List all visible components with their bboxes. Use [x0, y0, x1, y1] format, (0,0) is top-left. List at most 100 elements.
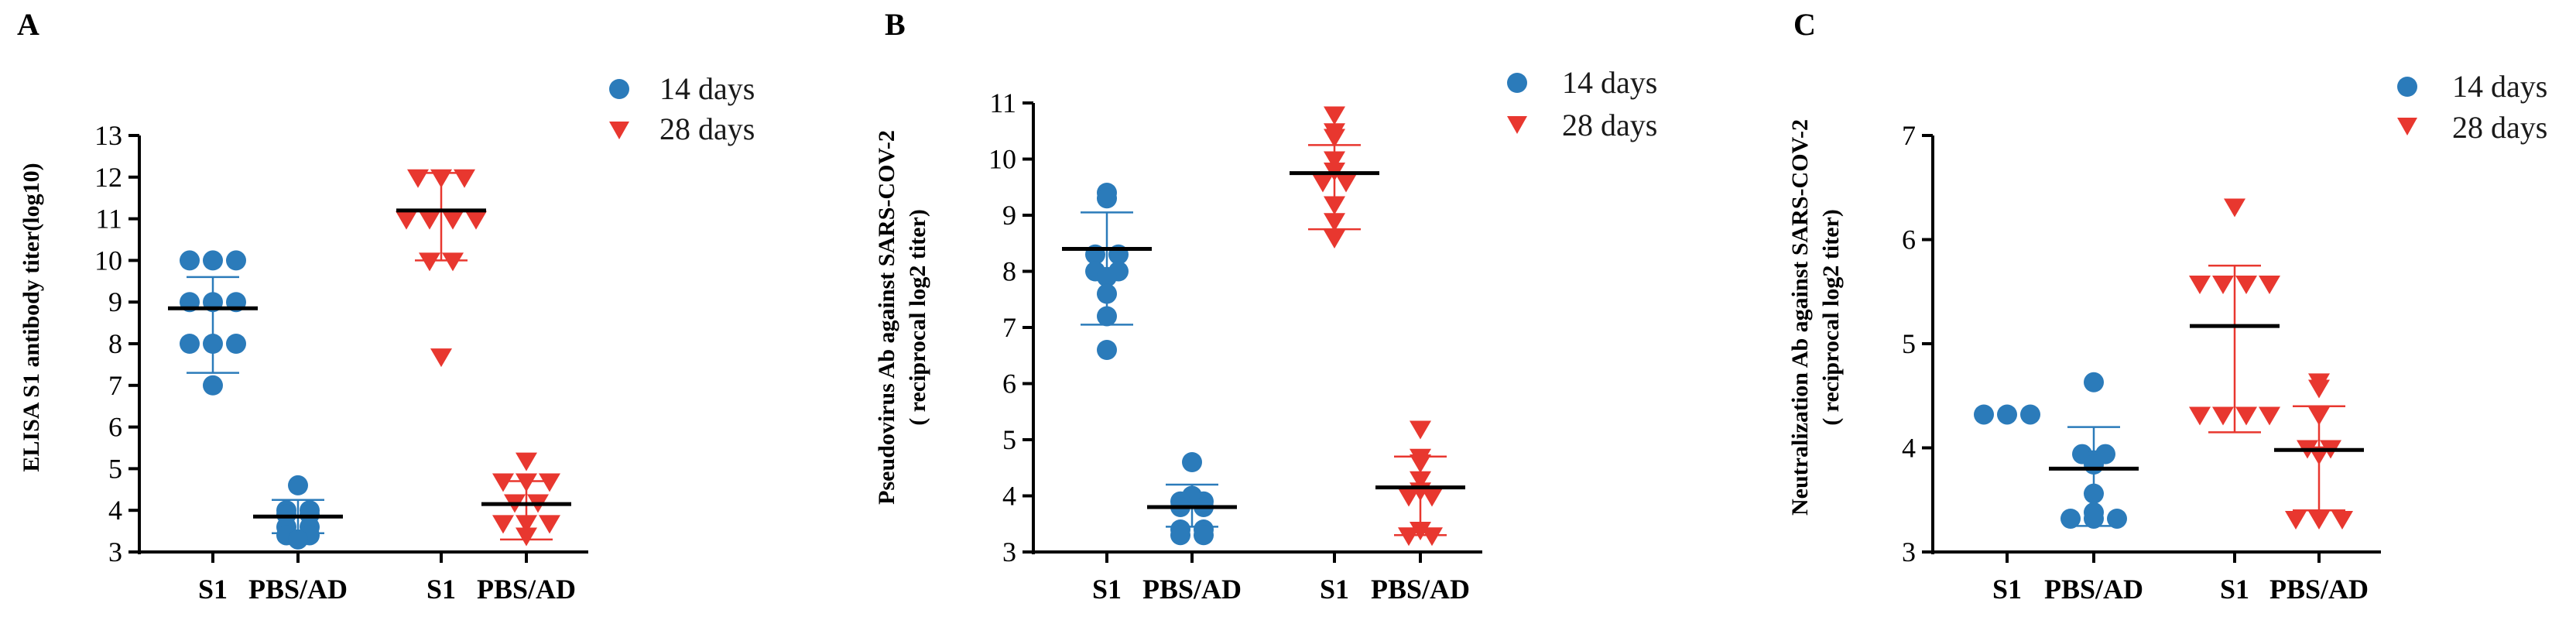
y-tick-label: 4 — [1002, 481, 1016, 512]
data-point-28days — [442, 252, 464, 272]
y-tick-label: 11 — [989, 87, 1016, 118]
data-point-28days — [407, 169, 429, 188]
data-point-28days — [1312, 173, 1334, 193]
data-point-14days — [1170, 525, 1190, 546]
data-point-28days — [2212, 406, 2234, 426]
y-tick-label: 7 — [108, 370, 122, 401]
data-point-28days — [516, 515, 537, 534]
data-point-28days — [419, 252, 440, 272]
x-tick-label: S1 — [2220, 574, 2249, 605]
group-3 — [1375, 420, 1465, 547]
x-tick-label: S1 — [1320, 574, 1349, 605]
x-tick-label: PBS/AD — [2269, 574, 2369, 605]
legend-14days-marker — [2397, 77, 2417, 97]
data-point-14days — [1097, 306, 1117, 327]
x-tick-label: PBS/AD — [477, 574, 576, 605]
data-point-28days — [2308, 510, 2330, 530]
data-point-28days — [430, 348, 452, 368]
legend-28days-label: 28 days — [2452, 110, 2547, 145]
panel-c: C Neutralization Ab against SARS-COV-2 (… — [1787, 7, 2547, 605]
y-tick-label: 3 — [1902, 536, 1916, 567]
legend-28days-marker — [609, 122, 629, 139]
data-point-14days — [203, 375, 223, 396]
panel-c-legend: 14 days 28 days — [2397, 69, 2547, 145]
data-point-28days — [516, 452, 537, 471]
data-point-14days — [180, 250, 200, 271]
panel-a-axes: 3 4 5 6 7 8 9 10 11 12 13 S1 PBS/AD S1 PBS/AD — [94, 120, 588, 605]
y-tick-label: 5 — [1002, 424, 1016, 455]
data-point-28days — [1324, 196, 1345, 215]
legend-28days-label: 28 days — [1562, 108, 1657, 142]
data-point-28days — [396, 211, 417, 230]
y-tick-label: 9 — [1002, 200, 1016, 231]
data-point-14days — [203, 250, 223, 271]
y-tick-label: 10 — [988, 144, 1016, 175]
data-point-28days — [2189, 406, 2211, 426]
data-point-28days — [1324, 129, 1345, 148]
data-point-14days — [288, 529, 308, 550]
data-point-14days — [203, 334, 223, 354]
data-point-28days — [2224, 198, 2245, 218]
group-0 — [168, 250, 258, 396]
data-point-28days — [1421, 488, 1443, 507]
y-tick-label: 6 — [1002, 368, 1016, 399]
group-1 — [253, 475, 343, 550]
data-point-28days — [1335, 173, 1357, 193]
panel-b-y-label-2: ( reciprocal log2 titer) — [905, 209, 930, 426]
group-0 — [1974, 404, 2040, 425]
data-point-28days — [1410, 454, 1431, 473]
data-point-28days — [1324, 213, 1345, 232]
data-point-28days — [2235, 406, 2257, 426]
y-tick-label: 3 — [1002, 536, 1016, 567]
panel-b-legend: 14 days 28 days — [1507, 65, 1657, 142]
panel-b-marks — [1062, 106, 1465, 547]
data-point-28days — [539, 515, 560, 534]
y-tick-label: 7 — [1002, 312, 1016, 343]
x-tick-label: PBS/AD — [1142, 574, 1242, 605]
data-point-28days — [2259, 275, 2280, 294]
legend-14days-marker — [1507, 73, 1527, 93]
panel-c-y-label-2: ( reciprocal log2 titer) — [1818, 209, 1844, 426]
data-point-14days — [1997, 404, 2017, 425]
group-2 — [2189, 198, 2280, 434]
data-point-14days — [2084, 372, 2104, 392]
data-point-28days — [516, 527, 537, 547]
data-point-28days — [492, 473, 514, 492]
data-point-28days — [1398, 527, 1420, 547]
data-point-28days — [442, 211, 464, 230]
panel-c-axes: 3 4 5 6 7 S1 PBS/AD S1 PBS/AD — [1902, 120, 2381, 605]
data-point-14days — [1182, 452, 1202, 472]
data-point-14days — [2084, 508, 2104, 529]
data-point-28days — [2331, 510, 2353, 530]
y-tick-label: 6 — [1902, 225, 1916, 255]
legend-28days-label: 28 days — [659, 111, 755, 146]
panel-a: A ELISA S1 antibody titer(log10) 3 4 5 6 7 8 9… — [17, 7, 755, 605]
data-point-28days — [516, 473, 537, 492]
data-point-14days — [1194, 525, 1214, 546]
panel-b-y-label: Pseudovirus Ab against SARS-COV-2 — [874, 130, 899, 505]
data-point-14days — [226, 250, 246, 271]
data-point-28days — [2285, 510, 2307, 530]
data-point-14days — [1097, 283, 1117, 304]
x-tick-label: PBS/AD — [248, 574, 348, 605]
y-tick-label: 13 — [94, 120, 122, 151]
panel-a-marks — [168, 169, 571, 550]
data-point-14days — [1974, 404, 1994, 425]
x-tick-label: PBS/AD — [2044, 574, 2143, 605]
data-point-14days — [2060, 508, 2081, 529]
group-2 — [396, 169, 487, 368]
data-point-28days — [1324, 151, 1345, 170]
data-point-28days — [454, 169, 475, 188]
x-tick-label: PBS/AD — [1371, 574, 1470, 605]
y-tick-label: 4 — [1902, 433, 1916, 464]
data-point-14days — [226, 334, 246, 354]
data-point-28days — [465, 211, 487, 230]
data-point-28days — [1421, 527, 1443, 547]
data-point-28days — [419, 211, 440, 230]
group-1 — [2049, 372, 2139, 529]
panel-letter-b: B — [885, 7, 906, 42]
legend-28days-marker — [1507, 116, 1527, 134]
data-point-14days — [2020, 404, 2040, 425]
data-point-14days — [2107, 508, 2127, 529]
data-point-14days — [1097, 266, 1117, 287]
